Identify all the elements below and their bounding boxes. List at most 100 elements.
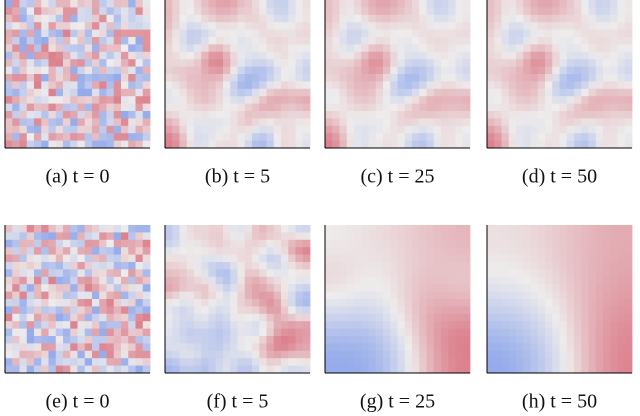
heatmap-cell — [487, 7, 495, 16]
heatmap-cell — [237, 328, 246, 337]
heatmap-cell — [186, 321, 195, 329]
heatmap-cell — [455, 343, 464, 352]
heatmap-cell — [552, 306, 560, 315]
heatmap-cell — [281, 14, 289, 23]
heatmap-cell — [121, 299, 129, 307]
heatmap-cell — [574, 103, 582, 112]
heatmap-cell — [354, 247, 362, 255]
heatmap-cell — [186, 59, 195, 67]
heatmap-cell — [186, 29, 195, 38]
heatmap-cell — [244, 29, 253, 38]
heatmap-cell — [259, 365, 267, 374]
heatmap-cell — [383, 284, 391, 292]
heatmap-cell — [121, 276, 129, 285]
heatmap-cell — [99, 96, 107, 104]
heatmap-cell — [84, 14, 93, 23]
heatmap-cell — [70, 328, 78, 337]
heatmap-cell — [603, 291, 611, 300]
heatmap-cell — [390, 254, 398, 263]
heatmap-cell — [419, 365, 427, 374]
heatmap-cell — [41, 269, 49, 278]
heatmap-cell — [230, 262, 238, 270]
heatmap-cell — [63, 291, 71, 300]
heatmap-cell — [208, 313, 217, 322]
heatmap-cell — [552, 66, 560, 75]
heatmap-cell — [12, 358, 20, 366]
heatmap-cell — [501, 51, 510, 60]
heatmap-cell — [516, 59, 524, 67]
heatmap-cell — [288, 328, 296, 337]
heatmap-cell — [574, 125, 582, 134]
heatmap-cell — [332, 74, 340, 82]
heatmap-cell — [516, 247, 524, 255]
heatmap-cell — [201, 262, 209, 270]
heatmap-cell — [208, 299, 217, 307]
heatmap-cell — [595, 66, 604, 75]
heatmap-cell — [462, 313, 471, 322]
heatmap-cell — [252, 313, 260, 322]
heatmap-cell — [455, 299, 464, 307]
heatmap-cell — [603, 321, 611, 329]
heatmap-cell — [368, 74, 377, 82]
heatmap-cell — [99, 284, 107, 292]
heatmap-cell — [588, 350, 597, 359]
heatmap-cell — [339, 225, 348, 233]
heatmap-cell — [516, 328, 524, 337]
heatmap-cell — [545, 291, 553, 300]
heatmap-cell — [135, 22, 144, 30]
heatmap-cell — [99, 140, 107, 149]
heatmap-cell — [361, 133, 369, 141]
heatmap-cell — [617, 313, 626, 322]
heatmap-cell — [106, 328, 115, 337]
heatmap-cell — [99, 29, 107, 38]
heatmap-cell — [121, 269, 129, 278]
heatmap-cell — [295, 7, 304, 16]
heatmap-cell — [26, 44, 35, 53]
heatmap-cell — [34, 133, 42, 141]
heatmap-cell — [530, 133, 539, 141]
heatmap-cell — [288, 140, 296, 149]
heatmap-cell — [368, 133, 377, 141]
heatmap-cell — [48, 125, 57, 134]
heatmap-cell — [588, 232, 597, 241]
heatmap-cell — [375, 14, 384, 23]
heatmap-cell — [339, 88, 348, 97]
heatmap-cell — [332, 22, 340, 30]
heatmap-cell — [624, 350, 633, 359]
heatmap-cell — [172, 239, 180, 248]
heatmap-cell — [441, 336, 449, 344]
heatmap-cell — [142, 51, 151, 60]
heatmap-cell — [508, 74, 517, 82]
heatmap-cell — [34, 365, 42, 374]
heatmap-cell — [34, 254, 42, 263]
heatmap-cell — [26, 239, 35, 248]
heatmap-cell — [19, 321, 28, 329]
heatmap-cell — [530, 96, 539, 104]
heatmap-cell — [412, 59, 420, 67]
heatmap-cell — [455, 96, 464, 104]
heatmap-cell — [273, 365, 282, 374]
heatmap-cell — [128, 66, 136, 75]
heatmap-cell — [346, 299, 355, 307]
heatmap-cell — [302, 284, 311, 292]
heatmap-cell — [281, 276, 289, 285]
heatmap-cell — [530, 59, 539, 67]
heatmap-cell — [121, 254, 129, 263]
heatmap-cell — [552, 22, 560, 30]
heatmap-cell — [332, 29, 340, 38]
heatmap-cell — [610, 140, 618, 149]
heatmap-cell — [99, 51, 107, 60]
heatmap-cell — [448, 96, 456, 104]
heatmap-cell — [106, 125, 115, 134]
heatmap-cell — [201, 96, 209, 104]
heatmap-cell — [339, 125, 348, 134]
heatmap-cell — [412, 336, 420, 344]
heatmap-cell — [404, 88, 413, 97]
heatmap-cell — [12, 81, 20, 90]
heatmap-cell — [397, 232, 406, 241]
heatmap-cell — [516, 37, 524, 45]
heatmap-cell — [12, 262, 20, 270]
heatmap-cell — [41, 306, 49, 315]
heatmap-cell — [610, 262, 618, 270]
heatmap-cell — [201, 81, 209, 90]
